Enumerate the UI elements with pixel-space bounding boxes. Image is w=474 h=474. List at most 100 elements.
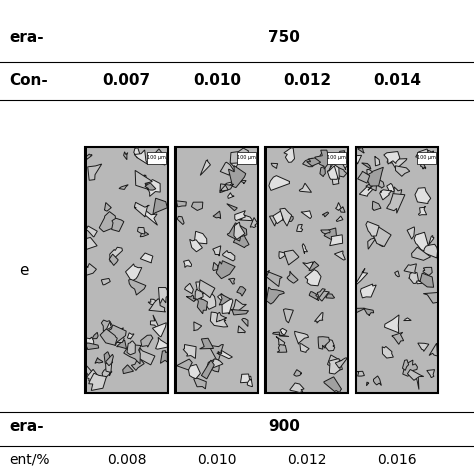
Polygon shape [145,183,156,190]
Polygon shape [404,318,411,320]
Polygon shape [160,351,167,364]
Polygon shape [105,202,111,211]
Polygon shape [104,352,113,364]
Polygon shape [140,253,153,263]
Polygon shape [280,328,287,335]
Polygon shape [220,182,234,192]
Polygon shape [271,163,278,168]
Polygon shape [269,176,290,191]
Bar [327,152,346,164]
Polygon shape [112,218,124,231]
Polygon shape [427,370,435,378]
Polygon shape [186,295,197,301]
Polygon shape [387,193,405,213]
Polygon shape [319,341,327,348]
Polygon shape [134,148,141,158]
Polygon shape [425,150,433,161]
Polygon shape [184,283,193,294]
Polygon shape [149,299,165,312]
Text: 100 μm: 100 μm [417,155,436,160]
Polygon shape [86,337,94,348]
Polygon shape [207,359,219,372]
Polygon shape [366,221,379,236]
Polygon shape [196,282,208,295]
Polygon shape [139,348,155,365]
Polygon shape [86,237,97,249]
Polygon shape [409,272,419,283]
Polygon shape [301,211,311,219]
Polygon shape [419,206,427,215]
Polygon shape [366,181,376,191]
Polygon shape [193,322,202,331]
Polygon shape [368,238,376,249]
Polygon shape [190,239,202,252]
Polygon shape [299,183,311,192]
Polygon shape [423,244,438,258]
Text: 100 μm: 100 μm [147,155,166,160]
Polygon shape [324,228,337,242]
Polygon shape [235,210,246,220]
Polygon shape [210,312,228,327]
Polygon shape [324,377,342,392]
Polygon shape [273,210,283,224]
Polygon shape [302,262,312,271]
Polygon shape [321,230,330,234]
Polygon shape [277,345,287,352]
Polygon shape [364,167,383,186]
Polygon shape [219,294,230,309]
Polygon shape [328,359,340,374]
Bar [347,147,348,393]
Bar [85,147,168,393]
Polygon shape [155,337,167,349]
Polygon shape [144,209,157,225]
Polygon shape [297,224,303,232]
Polygon shape [309,261,319,271]
Polygon shape [110,247,122,262]
Polygon shape [302,158,316,167]
Text: 0.012: 0.012 [287,453,327,467]
Polygon shape [357,371,365,376]
Polygon shape [318,337,329,349]
Polygon shape [153,198,167,215]
Polygon shape [95,357,103,364]
Polygon shape [128,279,146,295]
Polygon shape [302,244,308,254]
Bar [417,152,436,164]
Polygon shape [402,360,409,370]
Polygon shape [177,216,184,225]
Polygon shape [339,207,345,212]
Polygon shape [228,165,246,188]
Text: 0.010: 0.010 [197,453,237,467]
Text: e: e [19,263,28,278]
Polygon shape [356,268,368,284]
Polygon shape [358,171,370,183]
Polygon shape [367,169,373,175]
Polygon shape [109,328,124,343]
Polygon shape [218,293,225,302]
Polygon shape [146,180,160,196]
Polygon shape [227,310,248,315]
Polygon shape [239,214,253,221]
Text: 0.007: 0.007 [103,73,151,88]
Polygon shape [99,211,119,232]
Polygon shape [100,329,117,345]
Polygon shape [228,193,234,199]
Polygon shape [332,178,339,185]
Bar [356,147,438,393]
Polygon shape [124,152,128,160]
Polygon shape [362,163,371,169]
Polygon shape [176,201,186,207]
Polygon shape [360,284,376,298]
Polygon shape [233,232,249,248]
Polygon shape [216,261,235,279]
Polygon shape [357,148,364,153]
Polygon shape [295,331,309,344]
Polygon shape [237,287,246,296]
Text: era-: era- [9,30,44,46]
Polygon shape [335,358,347,368]
Polygon shape [230,157,240,168]
Polygon shape [220,185,228,191]
Polygon shape [356,308,365,313]
Polygon shape [373,178,384,188]
Polygon shape [126,264,142,281]
